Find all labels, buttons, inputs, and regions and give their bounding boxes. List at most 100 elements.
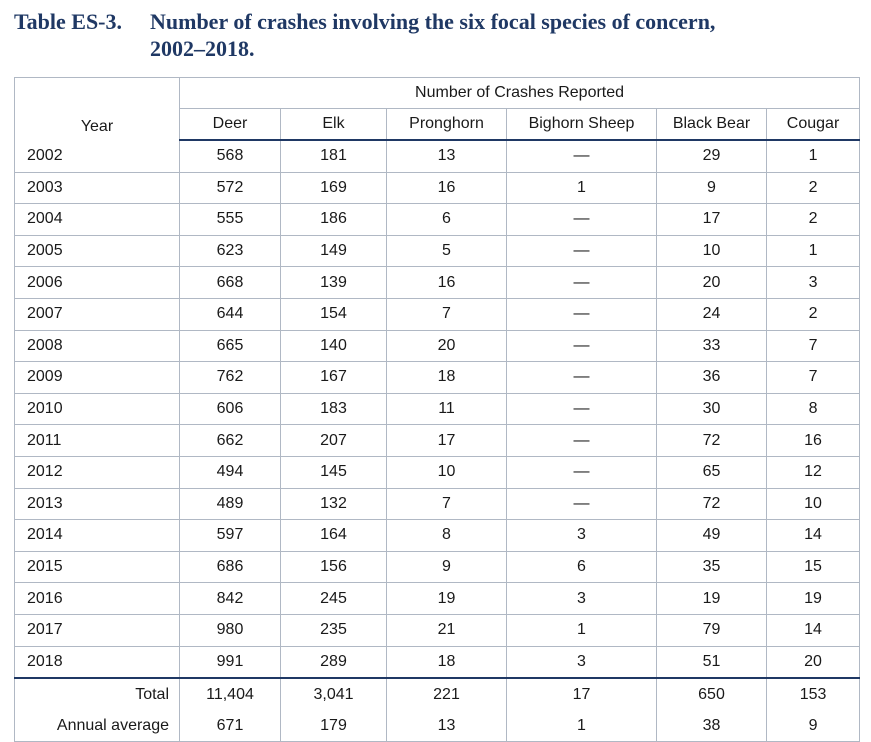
table-row: 2016 842 245 19 3 19 19 bbox=[14, 582, 860, 615]
cell-elk: 140 bbox=[280, 330, 387, 363]
cell-black-bear: 30 bbox=[656, 393, 767, 426]
cell-deer: 568 bbox=[179, 140, 281, 173]
cell-bighorn-sheep: 3 bbox=[506, 646, 657, 679]
cell-cougar: 8 bbox=[765, 393, 860, 426]
summary-label: Total bbox=[14, 677, 180, 711]
table-row: 2007 644 154 7—24 2 bbox=[14, 298, 860, 331]
group-header-row: Year Number of Crashes Reported bbox=[15, 77, 860, 135]
cell-cougar: 9 bbox=[765, 710, 860, 742]
cell-pronghorn: 16 bbox=[386, 172, 507, 205]
cell-deer: 686 bbox=[179, 551, 281, 584]
cell-year: 2012 bbox=[14, 456, 180, 489]
cell-deer: 597 bbox=[179, 519, 281, 552]
cell-elk: 145 bbox=[280, 456, 387, 489]
caption-line-1: Table ES-3. Number of crashes involving t… bbox=[14, 8, 859, 35]
table-row: 2018 991 289 18 3 51 20 bbox=[14, 646, 860, 679]
table-row: 2003 572 169 16 1 9 2 bbox=[14, 172, 860, 205]
cell-black-bear: 9 bbox=[656, 172, 767, 205]
cell-deer: 606 bbox=[179, 393, 281, 426]
cell-pronghorn: 8 bbox=[386, 519, 507, 552]
cell-deer: 991 bbox=[179, 646, 281, 679]
cell-pronghorn: 221 bbox=[386, 677, 507, 711]
cell-year: 2002 bbox=[14, 140, 180, 173]
cell-pronghorn: 20 bbox=[386, 330, 507, 363]
cell-black-bear: 19 bbox=[656, 582, 767, 615]
cell-deer: 623 bbox=[179, 235, 281, 268]
cell-elk: 149 bbox=[280, 235, 387, 268]
cell-black-bear: 20 bbox=[656, 266, 767, 299]
cell-year: 2011 bbox=[14, 424, 180, 457]
cell-bighorn-sheep: — bbox=[506, 266, 657, 299]
cell-elk: 132 bbox=[280, 488, 387, 521]
cell-year: 2010 bbox=[14, 393, 180, 426]
cell-bighorn-sheep: — bbox=[506, 488, 657, 521]
cell-deer: 980 bbox=[179, 614, 281, 647]
cell-cougar: 1 bbox=[765, 235, 860, 268]
group-header: Number of Crashes Reported bbox=[178, 77, 860, 109]
cell-year: 2004 bbox=[14, 203, 180, 236]
table-row: 2008 665 140 20—33 7 bbox=[14, 330, 860, 363]
cell-bighorn-sheep: — bbox=[506, 361, 657, 394]
table-row: 2005 623 149 5—10 1 bbox=[14, 235, 860, 268]
cell-pronghorn: 19 bbox=[386, 582, 507, 615]
column-header-deer: Deer bbox=[179, 108, 281, 141]
cell-deer: 662 bbox=[179, 424, 281, 457]
cell-black-bear: 36 bbox=[656, 361, 767, 394]
caption-title: Number of crashes involving the six foca… bbox=[150, 9, 716, 34]
cell-deer: 11,404 bbox=[179, 677, 281, 711]
annual-average-row: Annual average 671 179 13 1 38 9 bbox=[15, 710, 860, 742]
cell-bighorn-sheep: — bbox=[506, 140, 657, 173]
cell-black-bear: 79 bbox=[656, 614, 767, 647]
cell-elk: 207 bbox=[280, 424, 387, 457]
cell-elk: 235 bbox=[280, 614, 387, 647]
cell-pronghorn: 16 bbox=[386, 266, 507, 299]
cell-black-bear: 33 bbox=[656, 330, 767, 363]
cell-pronghorn: 7 bbox=[386, 488, 507, 521]
cell-year: 2018 bbox=[14, 646, 180, 679]
cell-deer: 842 bbox=[179, 582, 281, 615]
table-caption: Table ES-3. Number of crashes involving t… bbox=[14, 8, 859, 62]
cell-year: 2016 bbox=[14, 582, 180, 615]
cell-cougar: 2 bbox=[765, 298, 860, 331]
cell-cougar: 3 bbox=[765, 266, 860, 299]
table-row: 2010 606 183 11—30 8 bbox=[14, 393, 860, 426]
cell-elk: 245 bbox=[280, 582, 387, 615]
table-row: 2012 494 145 10—65 12 bbox=[14, 456, 860, 489]
summary-label: Annual average bbox=[56, 716, 169, 734]
cell-elk: 289 bbox=[280, 646, 387, 679]
table-row: 2006 668 139 16—20 3 bbox=[14, 266, 860, 299]
caption-line-2: 2002–2018. bbox=[150, 36, 255, 61]
table-row: 2013 489 132 7—72 10 bbox=[14, 488, 860, 521]
cell-bighorn-sheep: 3 bbox=[506, 582, 657, 615]
cell-year: 2006 bbox=[14, 266, 180, 299]
cell-deer: 665 bbox=[179, 330, 281, 363]
cell-bighorn-sheep: 1 bbox=[506, 710, 657, 742]
cell-black-bear: 38 bbox=[656, 710, 767, 742]
table-row: 2009 762 167 18—36 7 bbox=[14, 361, 860, 394]
cell-elk: 169 bbox=[280, 172, 387, 205]
cell-deer: 762 bbox=[179, 361, 281, 394]
cell-elk: 183 bbox=[280, 393, 387, 426]
cell-year: 2014 bbox=[14, 519, 180, 552]
cell-year: 2013 bbox=[14, 488, 180, 521]
table-row: 2004 555 186 6—17 2 bbox=[14, 203, 860, 236]
cell-cougar: 7 bbox=[765, 330, 860, 363]
cell-pronghorn: 7 bbox=[386, 298, 507, 331]
cell-cougar: 14 bbox=[765, 614, 860, 647]
cell-deer: 489 bbox=[179, 488, 281, 521]
column-header-black-bear: Black Bear bbox=[656, 108, 767, 141]
column-header-elk: Elk bbox=[280, 108, 387, 141]
cell-bighorn-sheep: — bbox=[506, 424, 657, 457]
cell-bighorn-sheep: 3 bbox=[506, 519, 657, 552]
cell-elk: 156 bbox=[280, 551, 387, 584]
column-header-year: Year bbox=[80, 118, 114, 135]
cell-year: 2005 bbox=[14, 235, 180, 268]
table-row: 2002 568 181 13—29 1 bbox=[14, 140, 860, 173]
cell-black-bear: 650 bbox=[656, 677, 767, 711]
crash-table: Year Number of Crashes Reported Deer Elk… bbox=[14, 77, 861, 742]
cell-cougar: 10 bbox=[765, 488, 860, 521]
column-header-cougar: Cougar bbox=[765, 108, 860, 141]
cell-bighorn-sheep: 6 bbox=[506, 551, 657, 584]
caption-label: Table ES-3. bbox=[14, 9, 123, 34]
cell-elk: 179 bbox=[280, 710, 387, 742]
